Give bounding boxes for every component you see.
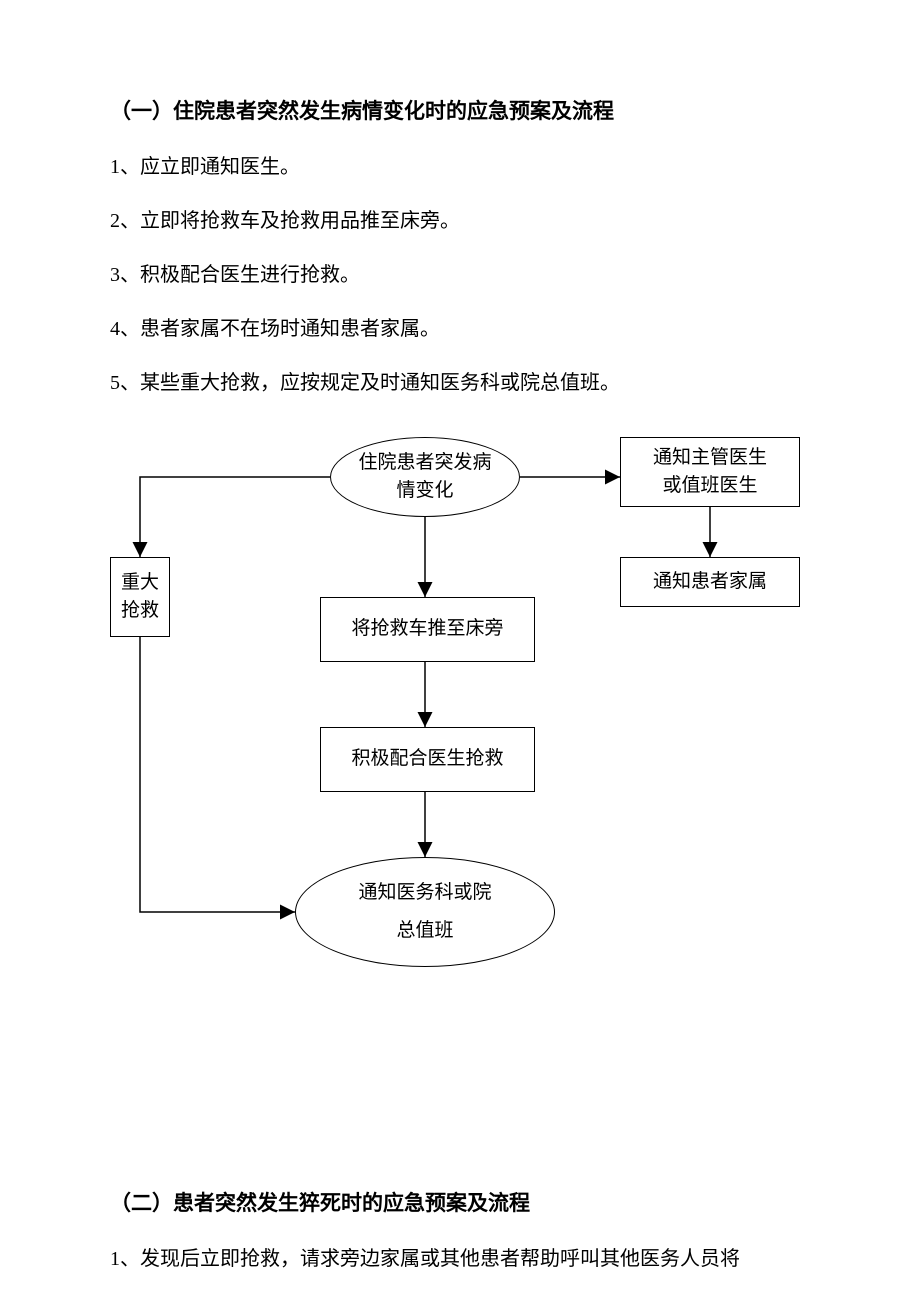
flow-node-notify-doctor: 通知主管医生或值班医生 [620,437,800,507]
flow-node-label: 通知医务科或院总值班 [358,874,491,950]
list-item: 4、患者家属不在场时通知患者家属。 [110,315,810,343]
flow-node-label: 积极配合医生抢救 [351,745,503,774]
flow-node-assist: 积极配合医生抢救 [320,727,535,792]
flow-node-label: 住院患者突发病情变化 [358,449,491,506]
list-item: 1、应立即通知医生。 [110,153,810,181]
flow-node-label: 通知患者家属 [653,568,767,597]
flow-node-major-rescue: 重大抢救 [110,557,170,637]
flow-node-cart: 将抢救车推至床旁 [320,597,535,662]
flow-node-notify-family: 通知患者家属 [620,557,800,607]
list-item: 1、发现后立即抢救，请求旁边家属或其他患者帮助呼叫其他医务人员将 [110,1245,810,1273]
document-page: （一）住院患者突然发生病情变化时的应急预案及流程 1、应立即通知医生。 2、立即… [0,0,920,1302]
flow-node-start: 住院患者突发病情变化 [330,437,520,517]
list-item: 5、某些重大抢救，应按规定及时通知医务科或院总值班。 [110,369,810,397]
list-item: 3、积极配合医生进行抢救。 [110,261,810,289]
spacer [110,1007,810,1187]
section2-heading: （二）患者突然发生猝死时的应急预案及流程 [110,1187,810,1217]
flowchart-container: 住院患者突发病情变化 通知主管医生或值班医生 通知患者家属 重大抢救 将抢救车推… [110,437,810,1007]
flow-node-end: 通知医务科或院总值班 [295,857,555,967]
flow-node-label: 将抢救车推至床旁 [351,615,503,644]
section1-heading: （一）住院患者突然发生病情变化时的应急预案及流程 [110,95,810,125]
list-item: 2、立即将抢救车及抢救用品推至床旁。 [110,207,810,235]
flow-node-label: 通知主管医生或值班医生 [653,444,767,501]
flow-node-label: 重大抢救 [121,569,159,626]
